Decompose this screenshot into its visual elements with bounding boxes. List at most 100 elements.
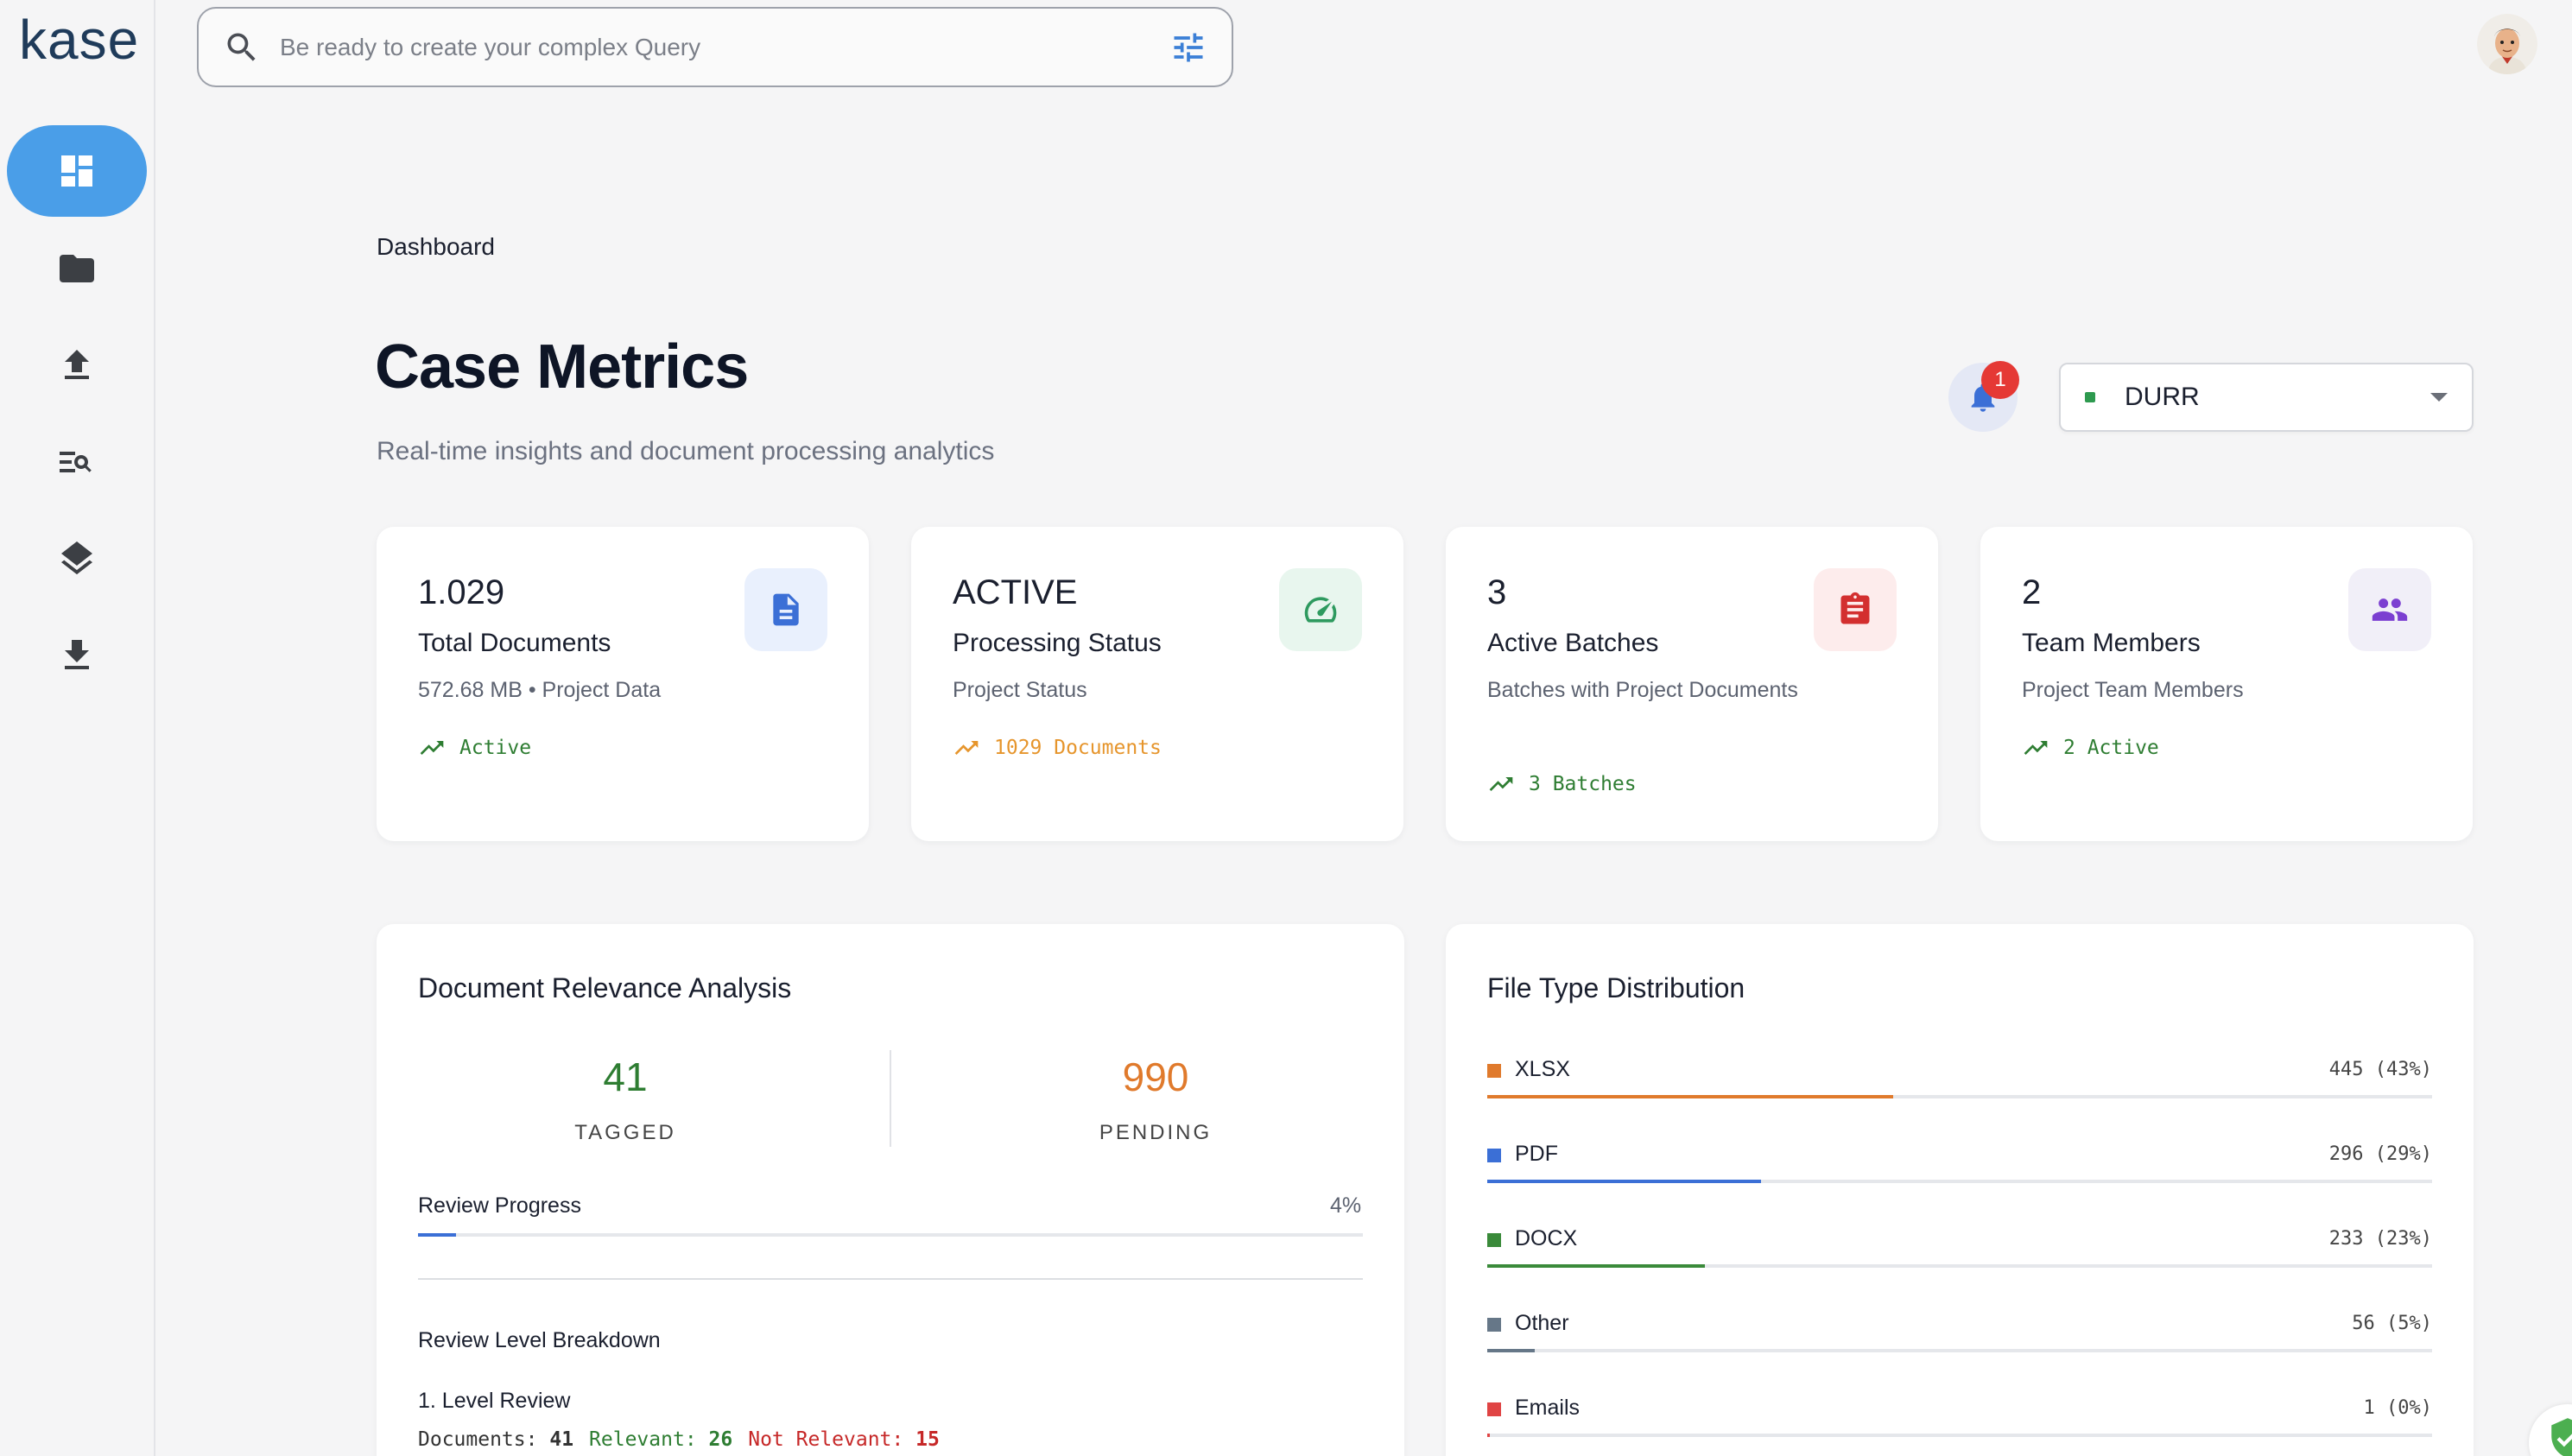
trending-up-icon	[1489, 777, 1513, 791]
metric-trend-text: 2 Active	[2063, 737, 2159, 759]
documents-label: Documents:	[418, 1428, 538, 1451]
metric-value: ACTIVE	[953, 573, 1078, 611]
project-select-value: DURR	[2125, 383, 2200, 411]
breadcrumb[interactable]: Dashboard	[377, 233, 495, 260]
search-input[interactable]	[280, 33, 1169, 61]
sidebar-item-layers[interactable]	[7, 513, 147, 605]
legend-swatch	[1487, 1402, 1501, 1416]
file-type-bar	[1487, 1434, 2432, 1437]
search-icon[interactable]	[223, 28, 261, 66]
sidebar-item-dashboard[interactable]	[7, 125, 147, 217]
metric-value: 1.029	[418, 573, 505, 611]
tagged-value: 41	[603, 1054, 648, 1099]
metric-label: Active Batches	[1487, 629, 1659, 657]
tagged-label: TAGGED	[574, 1121, 676, 1144]
metric-subtext: Project Team Members	[2022, 678, 2244, 702]
documents-stat: Documents: 41	[418, 1428, 573, 1451]
metric-subtext: Batches with Project Documents	[1487, 678, 1798, 702]
metric-trend-text: 3 Batches	[1529, 773, 1637, 795]
security-badge[interactable]	[2529, 1404, 2572, 1456]
metric-trend: Active	[418, 734, 531, 762]
review-progress-percent: 4%	[1330, 1193, 1362, 1218]
trending-up-icon	[420, 741, 444, 755]
file-type-count: 233 (23%)	[2328, 1228, 2432, 1250]
project-select[interactable]: DURR	[2059, 363, 2474, 432]
metric-card-active-batches: 3 Active Batches Batches with Project Do…	[1446, 527, 1938, 841]
file-type-bar	[1487, 1180, 2432, 1183]
metric-card-total-documents: 1.029 Total Documents 572.68 MB • Projec…	[377, 527, 869, 841]
documents-value: 41	[549, 1428, 574, 1451]
filter-sliders-icon[interactable]	[1169, 28, 1207, 66]
metric-trend-text: 1029 Documents	[994, 737, 1162, 759]
page-title: Case Metrics	[375, 332, 749, 402]
not-relevant-label: Not Relevant:	[748, 1428, 904, 1451]
file-type-bar-fill	[1487, 1180, 1762, 1183]
sidebar: kase	[0, 0, 155, 1456]
sidebar-item-folders[interactable]	[7, 223, 147, 314]
relevant-label: Relevant:	[589, 1428, 697, 1451]
metric-trend: 2 Active	[2022, 734, 2159, 762]
divider	[418, 1278, 1363, 1280]
page-subtitle: Real-time insights and document processi…	[377, 437, 995, 465]
people-icon	[2372, 598, 2408, 621]
file-type-count: 56 (5%)	[2352, 1313, 2432, 1334]
metric-trend-text: Active	[459, 737, 532, 759]
file-type-bar	[1487, 1095, 2432, 1098]
file-type-panel: File Type Distribution	[1446, 924, 2474, 1456]
file-type-bar	[1487, 1349, 2432, 1352]
metric-label: Team Members	[2022, 629, 2201, 657]
tagged-stat: 41 TAGGED	[418, 1054, 833, 1145]
file-type-name: DOCX	[1515, 1226, 1578, 1250]
review-progress-bar	[418, 1233, 1363, 1237]
trending-up-icon	[2024, 741, 2048, 755]
relevant-value: 26	[708, 1428, 733, 1451]
avatar[interactable]	[2477, 14, 2537, 74]
metric-trend: 1029 Documents	[953, 734, 1162, 762]
metric-label: Processing Status	[953, 629, 1162, 657]
notification-badge: 1	[1981, 361, 2019, 399]
legend-swatch	[1487, 1064, 1501, 1078]
download-icon	[65, 640, 89, 669]
folder-icon	[60, 255, 94, 282]
metric-value: 3	[1487, 573, 1507, 611]
relevant-stat: Relevant: 26	[589, 1428, 732, 1451]
sidebar-item-download[interactable]	[7, 610, 147, 701]
dashboard-icon	[61, 155, 92, 187]
file-type-count: 1 (0%)	[2363, 1397, 2432, 1419]
chevron-down-icon	[2430, 393, 2448, 402]
legend-swatch	[1487, 1318, 1501, 1332]
metric-label: Total Documents	[418, 629, 611, 657]
file-type-bar-fill	[1487, 1264, 1705, 1268]
file-type-count: 296 (29%)	[2328, 1143, 2432, 1165]
trending-up-icon	[954, 741, 979, 755]
metric-subtext: 572.68 MB • Project Data	[418, 678, 662, 702]
sidebar-item-search[interactable]	[7, 416, 147, 508]
legend-swatch	[1487, 1233, 1501, 1247]
app-logo[interactable]: kase	[19, 9, 140, 71]
metric-icon-box	[1814, 568, 1897, 651]
file-type-name: XLSX	[1515, 1057, 1570, 1081]
search-bar	[197, 7, 1233, 87]
document-icon	[773, 593, 799, 626]
file-type-name: PDF	[1515, 1142, 1558, 1166]
file-type-name: Emails	[1515, 1396, 1581, 1420]
relevance-panel: Document Relevance Analysis 41 TAGGED 99…	[377, 924, 1404, 1456]
list-search-icon	[60, 452, 92, 472]
not-relevant-stat: Not Relevant: 15	[748, 1428, 940, 1451]
review-progress-fill	[418, 1233, 456, 1237]
pending-stat: 990 PENDING	[948, 1054, 1363, 1145]
review-progress-label: Review Progress	[418, 1193, 581, 1218]
panel-title: Document Relevance Analysis	[418, 972, 792, 1003]
file-type-count: 445 (43%)	[2328, 1059, 2432, 1080]
review-breakdown-title: Review Level Breakdown	[418, 1328, 661, 1352]
user-avatar-icon	[2477, 14, 2537, 74]
metric-card-team-members: 2 Team Members Project Team Members 2 Ac…	[1980, 527, 2473, 841]
layers-icon	[61, 541, 92, 575]
metric-icon-box	[744, 568, 827, 651]
legend-swatch	[1487, 1149, 1501, 1162]
sidebar-item-upload[interactable]	[7, 320, 147, 411]
stat-divider	[890, 1050, 891, 1147]
file-type-bar-fill	[1487, 1434, 1491, 1437]
not-relevant-value: 15	[915, 1428, 940, 1451]
speedometer-icon	[1304, 597, 1337, 623]
